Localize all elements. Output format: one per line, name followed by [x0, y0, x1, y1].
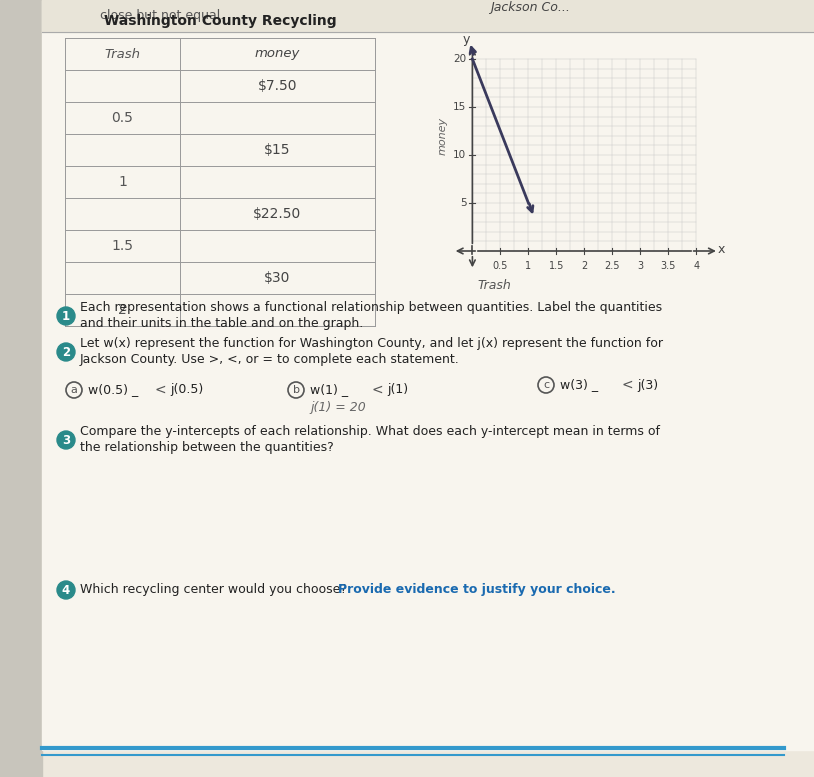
- Bar: [0, 0, 42, 777]
- Text: w(1) _: w(1) _: [310, 384, 352, 396]
- Text: 1.5: 1.5: [112, 239, 133, 253]
- Text: money: money: [437, 117, 448, 155]
- Text: Each representation shows a functional relationship between quantities. Label th: Each representation shows a functional r…: [80, 301, 662, 315]
- Text: j(1) = 20: j(1) = 20: [310, 402, 365, 414]
- Text: $30: $30: [265, 271, 291, 285]
- Text: 20: 20: [453, 54, 466, 64]
- Text: y: y: [462, 33, 470, 47]
- Circle shape: [57, 431, 75, 449]
- Text: $15: $15: [265, 143, 291, 157]
- Text: Jackson County. Use >, <, or = to complete each statement.: Jackson County. Use >, <, or = to comple…: [80, 354, 460, 367]
- Text: Trash: Trash: [104, 47, 141, 61]
- Circle shape: [57, 307, 75, 325]
- Text: 5: 5: [460, 198, 466, 208]
- Text: 15: 15: [453, 102, 466, 112]
- Text: x: x: [718, 243, 725, 256]
- Text: 1: 1: [118, 175, 127, 189]
- Text: Washington County Recycling: Washington County Recycling: [103, 14, 336, 28]
- Text: Compare the y-intercepts of each relationship. What does each y-intercept mean i: Compare the y-intercepts of each relatio…: [80, 426, 660, 438]
- Circle shape: [57, 581, 75, 599]
- Text: the relationship between the quantities?: the relationship between the quantities?: [80, 441, 334, 455]
- Text: 2: 2: [581, 261, 588, 271]
- Text: 3: 3: [637, 261, 643, 271]
- Text: Jackson Co...: Jackson Co...: [490, 2, 570, 15]
- Text: 4: 4: [694, 261, 699, 271]
- Text: a: a: [71, 385, 77, 395]
- Text: 10: 10: [453, 150, 466, 160]
- Text: money: money: [255, 47, 300, 61]
- Text: 1.5: 1.5: [549, 261, 564, 271]
- Text: close but not equal.: close but not equal.: [100, 9, 224, 23]
- Text: Let w(x) represent the function for Washington County, and let j(x) represent th: Let w(x) represent the function for Wash…: [80, 337, 663, 350]
- Text: 2: 2: [62, 346, 70, 358]
- Text: 3.5: 3.5: [661, 261, 676, 271]
- Text: 2: 2: [118, 303, 127, 317]
- Text: 2.5: 2.5: [605, 261, 620, 271]
- Text: 4: 4: [62, 584, 70, 597]
- Text: 1: 1: [525, 261, 532, 271]
- Text: <: <: [155, 383, 167, 397]
- Text: and their units in the table and on the graph.: and their units in the table and on the …: [80, 318, 363, 330]
- Text: w(3) _: w(3) _: [560, 378, 602, 392]
- Text: 3: 3: [62, 434, 70, 447]
- Text: Trash: Trash: [478, 279, 512, 292]
- Text: j(3): j(3): [637, 378, 659, 392]
- Text: $7.50: $7.50: [258, 79, 297, 93]
- Text: <: <: [372, 383, 383, 397]
- Text: 0.5: 0.5: [112, 111, 133, 125]
- Text: j(1): j(1): [387, 384, 408, 396]
- Text: $22.50: $22.50: [253, 207, 302, 221]
- Text: c: c: [543, 380, 549, 390]
- Bar: [42, 0, 814, 32]
- Circle shape: [57, 343, 75, 361]
- Text: j(0.5): j(0.5): [170, 384, 204, 396]
- Text: b: b: [292, 385, 300, 395]
- Text: 1: 1: [62, 309, 70, 322]
- Text: 0.5: 0.5: [492, 261, 508, 271]
- Text: Which recycling center would you choose?: Which recycling center would you choose?: [80, 584, 351, 597]
- Text: <: <: [622, 378, 633, 392]
- Text: Provide evidence to justify your choice.: Provide evidence to justify your choice.: [338, 584, 615, 597]
- Text: w(0.5) _: w(0.5) _: [88, 384, 142, 396]
